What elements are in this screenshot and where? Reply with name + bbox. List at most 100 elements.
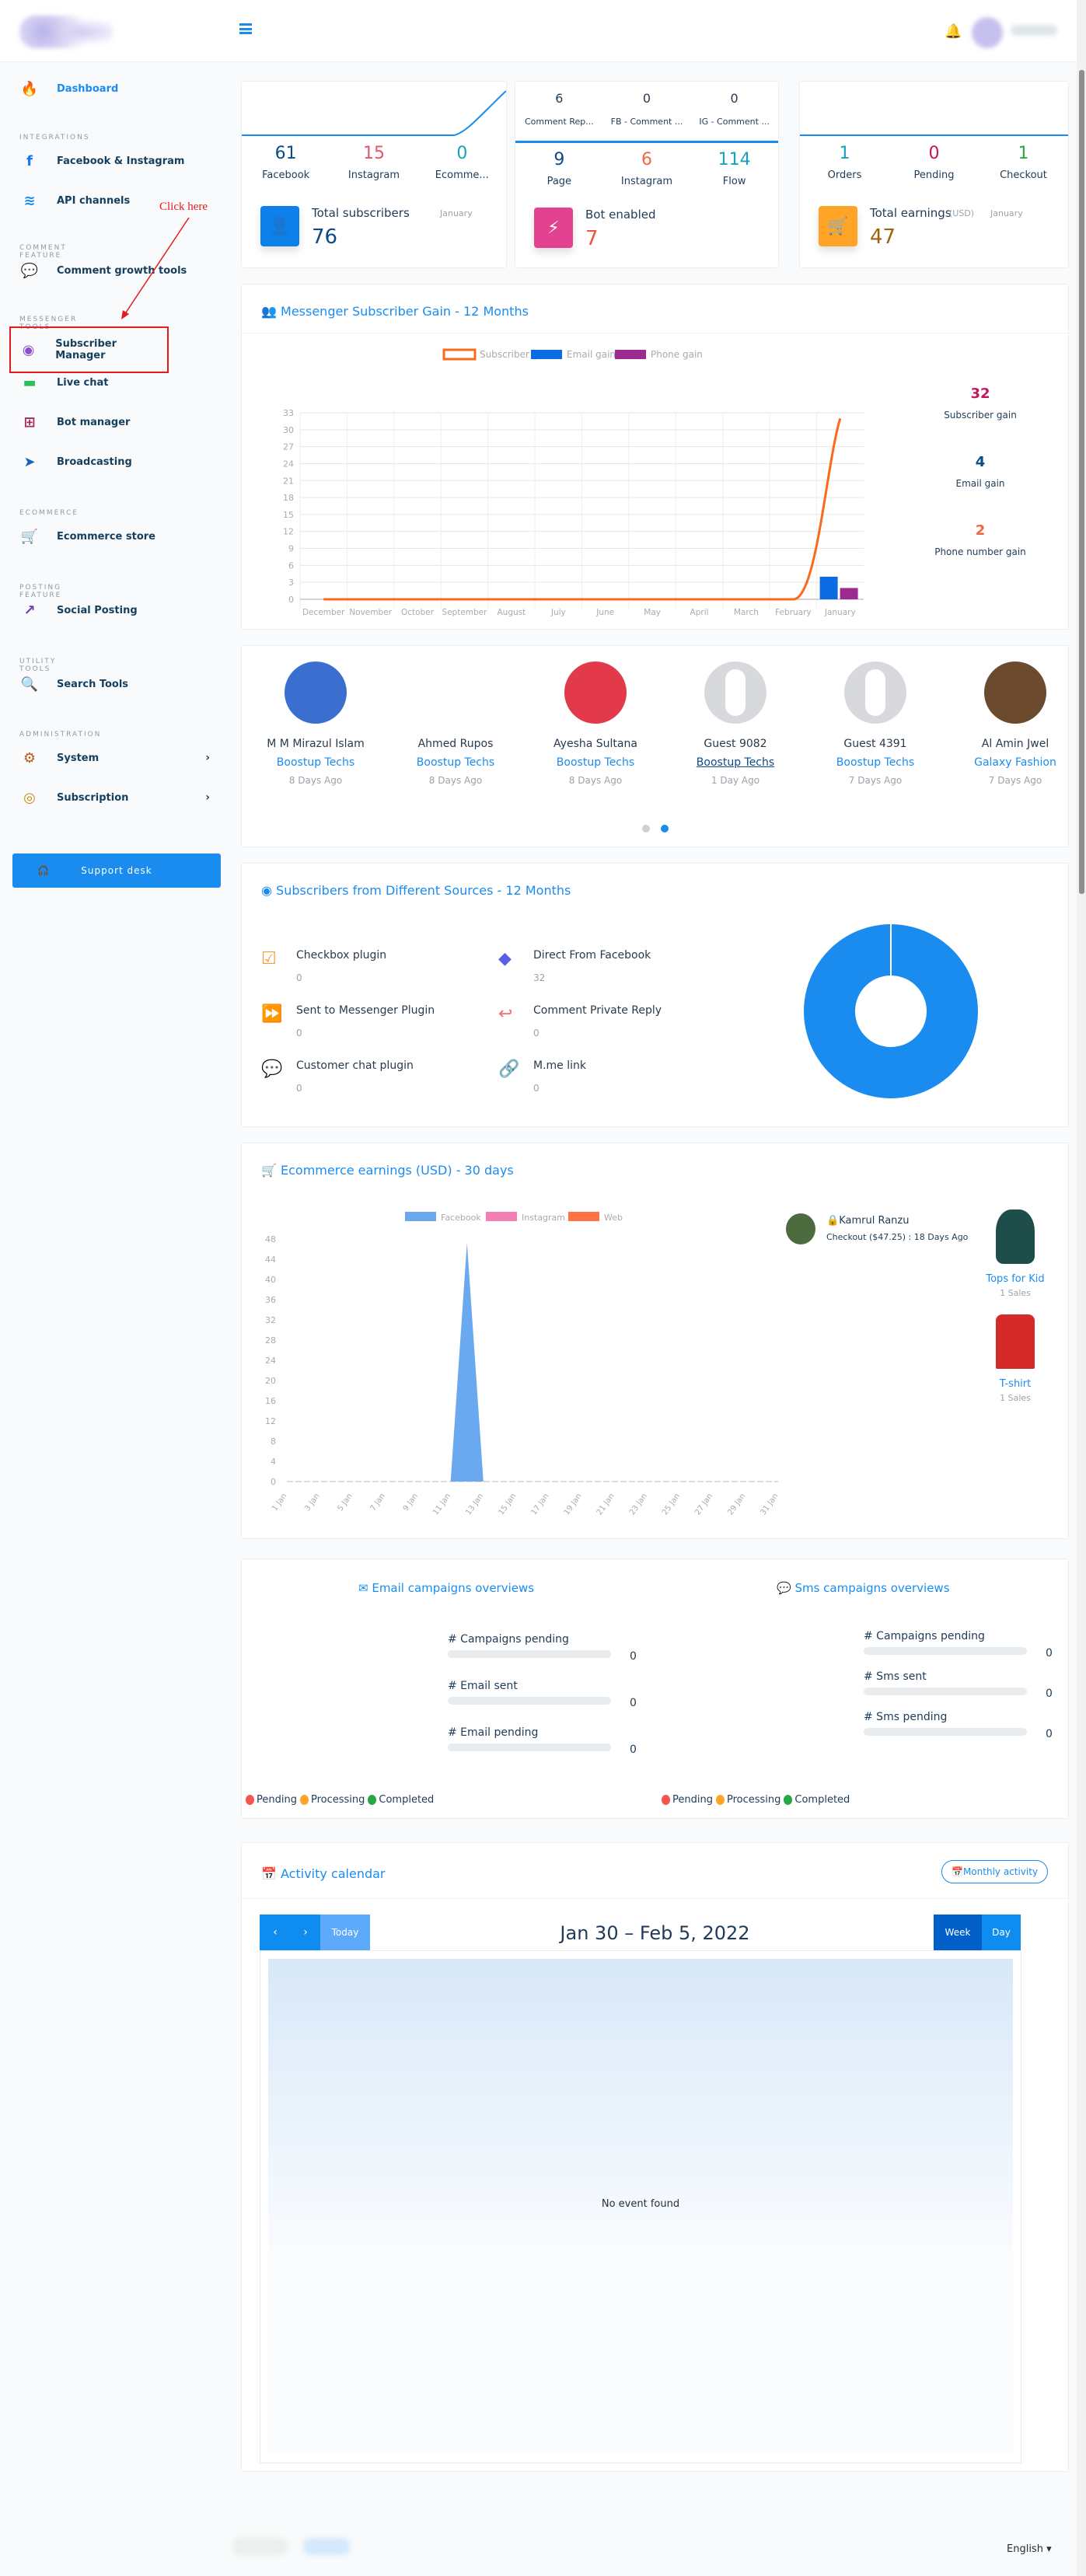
subscriber-card[interactable]: Ayesha Sultana Boostup Techs 8 Days Ago	[533, 661, 658, 786]
x-tick-label: August	[498, 608, 526, 617]
sidebar-item-dashboard[interactable]: 🔥 Dashboard	[12, 73, 214, 104]
next-button[interactable]: ›	[291, 1915, 320, 1950]
stat-value: 1	[839, 144, 850, 163]
bell-icon[interactable]: 🔔	[945, 23, 962, 40]
chevron-right-icon: ›	[205, 752, 210, 764]
subscriber-card[interactable]: Guest 4391 Boostup Techs 7 Days Ago	[813, 661, 938, 786]
subscriber-card[interactable]: M M Mirazul Islam Boostup Techs 8 Days Ago	[253, 661, 378, 786]
hamburger-icon[interactable]	[239, 23, 252, 34]
footer-link[interactable]	[303, 2538, 350, 2555]
campaign-stat: # Email sent 0	[448, 1680, 728, 1709]
share-icon: ↗	[23, 602, 36, 619]
stat-label: IG - Comment ...	[699, 117, 770, 127]
stat-value: 0	[928, 144, 940, 163]
user-icon: 👤	[260, 206, 299, 246]
subscribed-time: 7 Days Ago	[848, 775, 903, 786]
stat-label: Ecomme...	[435, 169, 489, 181]
x-tick-label: 9 Jan	[402, 1492, 420, 1513]
page-link[interactable]: Boostup Techs	[276, 756, 355, 769]
subscriber-name: Guest 9082	[704, 738, 767, 750]
y-tick-label: 18	[283, 493, 294, 503]
day-view-button[interactable]: Day	[982, 1915, 1021, 1950]
today-button[interactable]: Today	[320, 1915, 370, 1950]
ecommerce-earnings-chart: Facebook Instagram Web04812162024283236404…	[265, 1212, 780, 1517]
page-link[interactable]: Boostup Techs	[696, 756, 775, 769]
monthly-activity-button[interactable]: 📅 Monthly activity	[941, 1860, 1049, 1883]
x-tick-label: February	[775, 608, 812, 617]
y-tick-label: 27	[283, 442, 294, 452]
sources-card: ◉ Subscribers from Different Sources - 1…	[241, 863, 1069, 1127]
subscriber-avatar	[424, 661, 487, 724]
gain-label: Phone number gain	[934, 546, 1026, 557]
stat-item: 1 Checkout	[979, 144, 1068, 181]
page-scrollbar[interactable]	[1077, 0, 1086, 2576]
sidebar-item-broadcasting[interactable]: ➤ Broadcasting	[12, 446, 214, 477]
sidebar-item-subscriber-manager[interactable]: ◉ Subscriber Manager	[9, 326, 169, 373]
sidebar-item-live-chat[interactable]: ▬ Live chat	[12, 367, 214, 398]
y-tick-label: 24	[265, 1356, 276, 1366]
page-link[interactable]: Boostup Techs	[556, 756, 635, 769]
status-label: Processing	[310, 1794, 365, 1806]
carousel-dot[interactable]	[642, 825, 650, 832]
brand-logo[interactable]	[19, 16, 113, 48]
week-view-button[interactable]: Week	[934, 1915, 982, 1950]
sidebar-item-comment-growth-tools[interactable]: 💬 Comment growth tools	[12, 255, 214, 286]
x-tick-label: 29 Jan	[726, 1492, 747, 1517]
subscriber-card[interactable]: Guest 9082 Boostup Techs 1 Day Ago	[673, 661, 798, 786]
x-tick-label: May	[644, 608, 661, 617]
chat-icon: ▬	[23, 374, 37, 391]
user-avatar[interactable]	[972, 17, 1003, 48]
sidebar-section-label: INTEGRATIONS	[19, 134, 90, 141]
page-link[interactable]: Boostup Techs	[836, 756, 915, 769]
sidebar-item-system[interactable]: ⚙ System ›	[12, 742, 214, 773]
subscriber-avatar	[704, 661, 766, 724]
top-product[interactable]: Tops for Kid 1 Sales	[969, 1209, 1062, 1298]
support-desk-button[interactable]: 🎧 Support desk	[12, 853, 221, 888]
subscribed-time: 8 Days Ago	[288, 775, 343, 786]
stat-item: 0 Ecomme...	[418, 144, 505, 181]
stat-item: 0 FB - Comment ...	[603, 91, 690, 127]
carousel-dot[interactable]	[661, 825, 669, 832]
sidebar-item-ecommerce-store[interactable]: 🛒 Ecommerce store	[12, 521, 214, 552]
user-name[interactable]	[1011, 25, 1057, 36]
sidebar-item-search-tools[interactable]: 🔍 Search Tools	[12, 668, 214, 700]
page-link[interactable]: Galaxy Fashion	[974, 756, 1056, 769]
y-tick-label: 28	[265, 1335, 276, 1346]
progress-bar	[864, 1688, 1027, 1695]
product-image	[996, 1314, 1035, 1369]
top-product[interactable]: T-shirt 1 Sales	[969, 1314, 1062, 1403]
stat-label: Instagram	[620, 176, 673, 187]
stat-value: 114	[718, 150, 751, 169]
sidebar-item-facebook-instagram[interactable]: f Facebook & Instagram	[12, 145, 214, 176]
x-tick-label: November	[349, 608, 392, 617]
y-tick-label: 6	[288, 560, 294, 571]
sidebar-item-api-channels[interactable]: ≋ API channels	[12, 185, 214, 216]
subscriber-card[interactable]: Ahmed Rupos Boostup Techs 8 Days Ago	[393, 661, 518, 786]
language-dropdown[interactable]: English ▾	[1007, 2543, 1052, 2555]
prev-button[interactable]: ‹	[260, 1915, 291, 1950]
gain-summary-item: 2 Phone number gain	[926, 522, 1035, 591]
fast-forward-icon: ⏩	[261, 1004, 283, 1024]
sidebar-item-bot-manager[interactable]: ⊞ Bot manager	[12, 407, 214, 438]
subscriber-card[interactable]: Al Amin Jwel Galaxy Fashion 7 Days Ago	[953, 661, 1077, 786]
stat-value: 6	[641, 150, 652, 169]
wechat-icon: 💬	[261, 1059, 283, 1079]
x-tick-label: 13 Jan	[464, 1492, 485, 1517]
stat-label: Facebook	[262, 169, 310, 181]
source-label: Customer chat plugin	[296, 1059, 414, 1072]
x-tick-label: 15 Jan	[497, 1492, 518, 1517]
source-value: 0	[533, 1083, 540, 1094]
page-link[interactable]: Boostup Techs	[416, 756, 495, 769]
sidebar-item-subscription[interactable]: ◎ Subscription ›	[12, 782, 214, 813]
subscriber-name: Ahmed Rupos	[417, 738, 494, 750]
scrollbar-thumb[interactable]	[1079, 70, 1084, 894]
calendar-range: Jan 30 – Feb 5, 2022	[560, 1922, 750, 1944]
product-sales: 1 Sales	[1000, 1288, 1031, 1298]
status-dot-icon	[299, 1795, 309, 1805]
headset-icon: 🎧	[37, 865, 50, 876]
earnings-card: 1 Orders 0 Pending 1 Checkout 🛒 Total earning…	[799, 81, 1069, 268]
sidebar-item-social-posting[interactable]: ↗ Social Posting	[12, 595, 214, 626]
y-tick-label: 21	[283, 476, 294, 486]
activity-calendar-card: 📅 Activity calendar 📅 Monthly activity ‹…	[241, 1842, 1069, 2472]
y-tick-label: 0	[288, 595, 294, 605]
